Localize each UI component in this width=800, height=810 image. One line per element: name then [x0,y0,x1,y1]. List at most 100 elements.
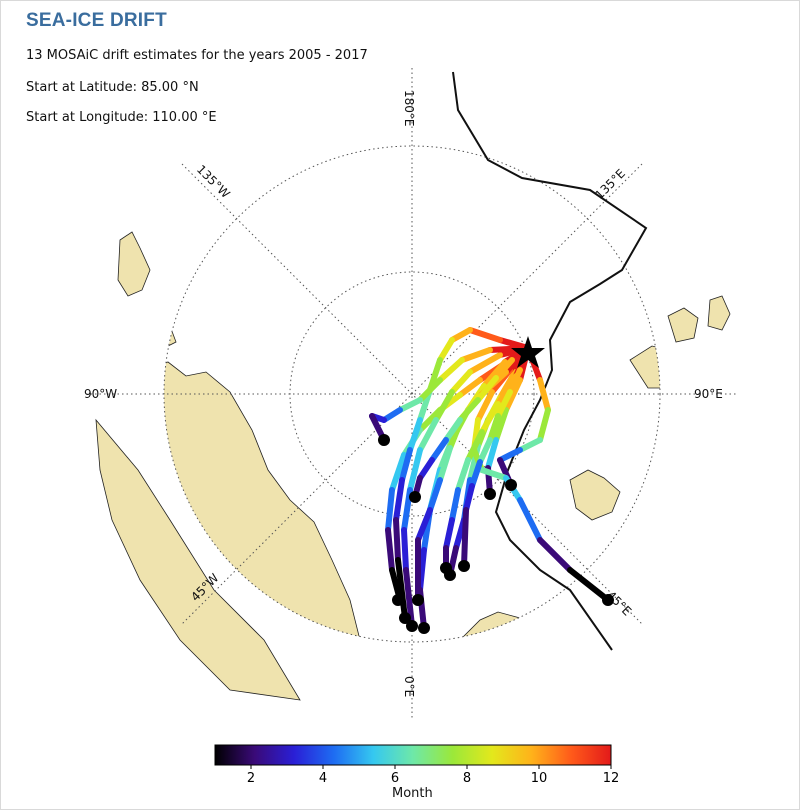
drift-segment [475,375,499,403]
colorbar-tick-label: 6 [391,771,399,786]
end-marker [412,594,424,606]
drift-segment [567,567,611,603]
end-marker [505,479,517,491]
drift-segment [415,507,433,543]
graticule [86,68,738,720]
colorbar-tick-label: 8 [463,771,471,786]
summary-text: 13 MOSAiC drift estimates for the years … [26,48,368,63]
start-latitude-text: Start at Latitude: 85.00 °N [26,80,199,95]
drift-segment [397,397,423,413]
drift-segment [537,537,573,573]
drift-segment [467,327,503,343]
arctic-islands-east [667,307,699,343]
page-title: SEA-ICE DRIFT [26,10,167,31]
drift-segment [503,377,523,413]
drift-segment [537,407,551,443]
drift-segment [465,429,485,463]
boundary-line [452,71,648,651]
drift-segment [381,407,403,423]
drift-segment [481,359,508,389]
start-longitude-text: Start at Longitude: 110.00 °E [26,110,217,125]
drift-segment [427,477,443,513]
drift-segment [493,407,509,443]
drift-segment [477,437,493,465]
drift-segment [495,389,513,419]
outer-land-layer [95,231,731,701]
svalbard-land [459,611,539,642]
drift-segment [493,357,515,381]
end-marker [378,434,390,446]
drift-segment [443,417,463,443]
drift-segment [395,557,408,621]
drift-segment [469,459,483,489]
drift-segment [507,367,523,395]
drift-segment [393,477,405,523]
drift-segment [401,487,413,533]
drift-segment [399,447,413,483]
drift-segment [461,507,469,569]
end-marker [458,560,470,572]
end-marker [409,491,421,503]
drift-segment [429,437,449,463]
end-marker [602,594,614,606]
drift-segment [457,397,481,423]
colorbar: 2 4 6 8 10 12 [214,744,619,786]
drift-segment [517,497,543,543]
end-marker [484,488,496,500]
drift-segment [385,487,395,533]
drift-segment [385,527,395,573]
colorbar-tick-label: 12 [603,771,620,786]
drift-segment [393,517,401,563]
drift-segment [475,389,495,423]
label-135w: 135°W [194,162,233,201]
colorbar-tick-label: 2 [247,771,255,786]
drift-segment [457,377,483,398]
colorbar-label: Month [392,786,433,801]
drift-segment [443,517,455,551]
end-marker [418,622,430,634]
drift-segment [479,401,501,435]
franz-josef-land [569,469,621,521]
drift-segment [487,413,501,443]
drift-segment [417,417,439,453]
drift-segment [467,352,503,375]
end-marker [392,594,404,606]
colorbar-ticks: 2 4 6 8 10 12 [247,765,619,786]
drift-segment [437,337,455,363]
colorbar-tick-label: 10 [531,771,548,786]
arctic-islands-east-2 [707,295,731,331]
colorbar-bar [214,744,612,766]
drift-segment [403,567,415,629]
drift-segment [479,467,509,481]
drift-segment [417,457,435,481]
end-marker [406,620,418,632]
drift-segment [437,445,453,483]
drift-track [461,345,531,569]
drift-segment [389,452,407,493]
drift-segment [401,527,409,573]
label-0e: 0°E [402,676,416,697]
label-90e: 90°E [694,387,723,401]
end-marker [399,612,411,624]
drift-segment [497,447,523,463]
drift-segment [407,417,423,453]
drift-segment [455,457,471,493]
drift-segment [449,487,461,523]
drift-segment [485,437,499,471]
drift-segment [537,377,551,413]
drift-segment [407,447,423,493]
arctic-islands-north [117,231,151,297]
drift-segment [449,369,473,395]
drift-segment [463,483,475,513]
drift-segment [449,327,473,343]
ellesmere-island-land [164,317,177,353]
greenland-outer-land [95,418,301,701]
label-180e: 180°E [402,90,416,127]
label-135e: 135°E [592,166,628,202]
colorbar-tick-label: 4 [319,771,327,786]
label-90w: 90°W [84,387,117,401]
drift-segment [517,437,543,453]
drift-segment [437,357,465,383]
drift-segment [433,389,455,423]
